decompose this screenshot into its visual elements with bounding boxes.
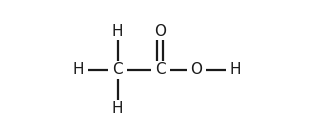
Text: O: O <box>190 62 202 78</box>
Text: O: O <box>154 24 166 39</box>
Text: H: H <box>229 62 241 78</box>
Text: C: C <box>112 62 123 78</box>
Text: H: H <box>73 62 84 78</box>
Text: C: C <box>155 62 165 78</box>
Text: H: H <box>112 101 123 116</box>
Text: H: H <box>112 24 123 39</box>
